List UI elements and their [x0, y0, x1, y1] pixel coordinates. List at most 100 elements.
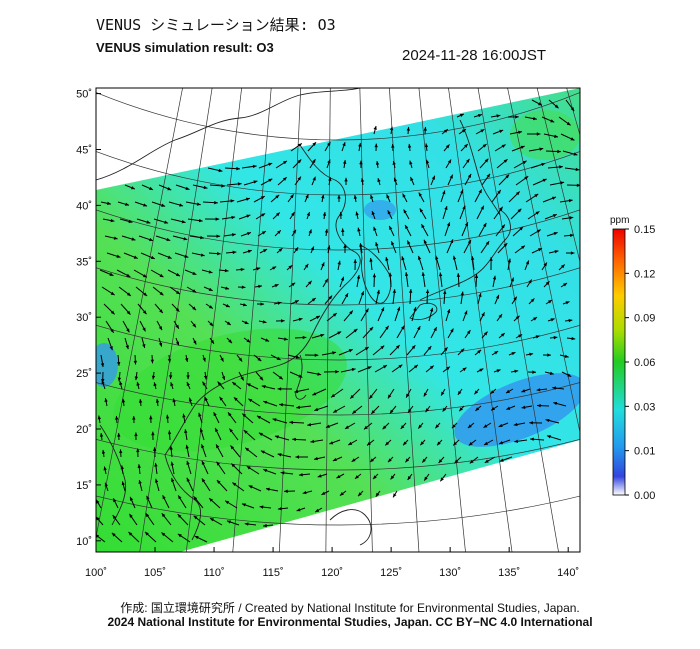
meridian-line	[185, 88, 243, 552]
longitude-label: 130˚	[439, 567, 461, 579]
wind-arrow-head	[484, 441, 489, 445]
wind-arrow-head	[576, 183, 580, 188]
wind-arrow-head	[503, 243, 508, 247]
wind-arrow-head	[552, 214, 557, 218]
wind-arrow-head	[332, 351, 337, 355]
wind-arrow-head	[109, 346, 113, 351]
wind-arrow-head	[450, 328, 454, 333]
wind-arrow-head	[231, 463, 236, 468]
wind-arrow-head	[409, 160, 413, 165]
wind-arrow-head	[193, 515, 198, 520]
wind-arrow-head	[236, 166, 240, 171]
wind-arrow-head	[171, 477, 175, 482]
wind-arrow-head	[196, 202, 201, 206]
wind-arrow-head	[393, 177, 398, 182]
meridian-line	[325, 88, 331, 552]
wind-arrow-head	[213, 412, 217, 417]
wind-arrow-head	[532, 116, 537, 121]
wind-arrow-head	[537, 403, 541, 408]
wind-arrow-head	[129, 513, 133, 518]
wind-arrow-head	[485, 241, 490, 246]
wind-arrow-head	[154, 462, 158, 467]
wind-arrow-head	[109, 272, 114, 276]
wind-arrow-head	[142, 327, 146, 332]
wind-arrow-head	[391, 143, 395, 148]
wind-arrow-head	[481, 312, 485, 317]
wind-arrow-head	[519, 226, 524, 231]
wind-arrow-head	[130, 186, 135, 190]
wind-arrow-head	[407, 476, 412, 480]
wind-arrow-head	[344, 293, 349, 298]
wind-arrow-head	[372, 273, 377, 278]
wind-arrow-head	[260, 302, 265, 306]
wind-arrow-head	[302, 335, 307, 340]
wind-arrow-head	[144, 531, 149, 536]
wind-arrow-head	[169, 375, 173, 380]
wind-arrow-head	[159, 273, 164, 278]
wind-arrow-head	[315, 315, 320, 320]
wind-arrow-head	[457, 390, 462, 395]
wind-arrow-head	[210, 518, 215, 522]
wind-arrow-head	[477, 349, 482, 354]
wind-arrow-head	[274, 435, 279, 439]
wind-arrow-head	[573, 152, 578, 156]
wind-arrow-head	[103, 466, 107, 471]
wind-arrow-head	[342, 160, 347, 164]
colorbar-tick-label: 0.06	[634, 357, 655, 369]
wind-arrow-head	[172, 398, 176, 403]
wind-arrow-head	[132, 415, 136, 420]
wind-arrow-head	[387, 210, 391, 215]
wind-arrow-head	[261, 231, 266, 235]
wind-arrow-head	[479, 368, 484, 372]
wind-arrow-head	[166, 237, 171, 242]
wind-arrow-head	[96, 516, 100, 521]
wind-arrow-head	[245, 447, 250, 452]
wind-arrow-head	[417, 255, 422, 260]
wind-arrow-head	[199, 428, 204, 433]
wind-arrow-head	[193, 496, 198, 501]
wind-arrow-head	[202, 381, 206, 386]
wind-arrow-head	[150, 255, 155, 259]
wind-arrow-head	[175, 341, 180, 346]
wind-arrow-head	[237, 182, 242, 186]
meridian-line	[139, 88, 213, 552]
wind-arrow-head	[183, 237, 188, 241]
wind-arrow-head	[244, 320, 249, 324]
wind-arrow-head	[117, 432, 121, 437]
wind-arrow-head	[214, 200, 218, 205]
wind-arrow-head	[431, 175, 435, 180]
wind-arrow-head	[467, 173, 472, 178]
wind-arrow-head	[542, 178, 547, 183]
wind-arrow-head	[568, 318, 573, 323]
wind-arrow-head	[380, 307, 385, 312]
wind-arrow-head	[230, 199, 235, 203]
colorbar-tick-label: 0.09	[634, 313, 655, 325]
wind-arrow-head	[466, 330, 471, 334]
wind-arrow-head	[138, 399, 143, 403]
wind-arrow-head	[506, 389, 510, 394]
wind-arrow-head	[246, 466, 251, 470]
wind-arrow-head	[560, 181, 565, 185]
wind-arrow-head	[367, 366, 372, 370]
wind-arrow-head	[370, 458, 374, 462]
wind-arrow-head	[424, 143, 429, 148]
wind-arrow-head	[296, 508, 301, 512]
wind-arrow-head	[449, 174, 453, 179]
wind-arrow-head	[490, 390, 495, 394]
wind-arrow-head	[489, 257, 493, 261]
wind-arrow-head	[297, 159, 302, 164]
wind-arrow-head	[371, 211, 375, 216]
wind-arrow-head	[302, 490, 307, 495]
wind-arrow-head	[113, 498, 117, 503]
wind-arrow-head	[186, 375, 190, 380]
wind-arrow-head	[294, 389, 299, 394]
wind-arrow-head	[158, 342, 163, 347]
wind-arrow-head	[530, 437, 534, 441]
wind-arrow-head	[277, 230, 281, 235]
wind-arrow-head	[215, 427, 219, 432]
wind-arrow-head	[312, 392, 317, 396]
wind-arrow-head	[268, 178, 273, 183]
wind-arrow-head	[200, 253, 205, 257]
wind-arrow-head	[456, 273, 461, 277]
wind-arrow-head	[385, 257, 389, 261]
